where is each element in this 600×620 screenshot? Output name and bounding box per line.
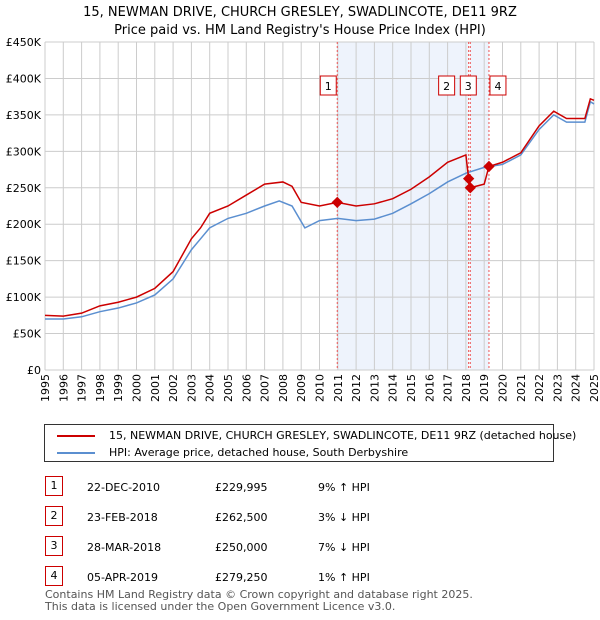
legend-item-hpi: HPI: Average price, detached house, Sout… xyxy=(57,446,408,459)
x-tick-label: 2012 xyxy=(350,374,363,402)
legend-label: 15, NEWMAN DRIVE, CHURCH GRESLEY, SWADLI… xyxy=(109,429,577,442)
x-tick-label: 1995 xyxy=(39,374,52,402)
footer-line: Contains HM Land Registry data © Crown c… xyxy=(45,588,473,601)
chart-subtitle: Price paid vs. HM Land Registry's House … xyxy=(114,23,486,38)
sale-label-box xyxy=(319,75,337,96)
sale-date: 28-MAR-2018 xyxy=(87,541,162,554)
x-tick-label: 2001 xyxy=(149,374,162,402)
sale-price: £250,000 xyxy=(215,541,268,554)
sale-price: £262,500 xyxy=(215,511,268,524)
x-tick-label: 2013 xyxy=(368,374,381,402)
y-tick-label: £450K xyxy=(6,36,42,49)
legend-swatch-red xyxy=(57,434,95,437)
x-tick-label: 2003 xyxy=(185,374,198,402)
x-tick-label: 2025 xyxy=(588,374,600,402)
x-tick-label: 1998 xyxy=(94,374,107,402)
sale-label-box xyxy=(489,75,507,96)
x-tick-label: 2000 xyxy=(131,374,144,402)
y-tick-label: £200K xyxy=(6,218,42,231)
chart-title: 15, NEWMAN DRIVE, CHURCH GRESLEY, SWADLI… xyxy=(83,5,517,20)
legend-swatch-blue xyxy=(57,451,95,454)
x-tick-label: 2008 xyxy=(277,374,290,402)
line-chart: 1995 1996 1997 1998 1999 2000 2001 2002 2003 2004… xyxy=(6,36,600,402)
sale-date: 05-APR-2019 xyxy=(87,571,159,584)
sale-price: £229,995 xyxy=(215,481,268,494)
x-tick-label: 2002 xyxy=(167,374,180,402)
x-tick-label: 1996 xyxy=(57,374,70,402)
x-tick-label: 1997 xyxy=(76,374,89,402)
sale-price: £279,250 xyxy=(215,571,268,584)
y-tick-label: £100K xyxy=(6,291,42,304)
x-tick-label: 2020 xyxy=(497,374,510,402)
y-tick-label: £250K xyxy=(6,182,42,195)
y-tick-label: £300K xyxy=(6,145,42,158)
x-tick-label: 2014 xyxy=(387,374,400,402)
x-tick-label: 2005 xyxy=(222,374,235,402)
sale-hpi: 1% ↑ HPI xyxy=(318,571,370,584)
sale-date: 22-DEC-2010 xyxy=(87,481,161,494)
sale-label: 4 xyxy=(494,80,501,93)
sale-n: 3 xyxy=(45,536,63,556)
sale-label-box xyxy=(459,75,477,96)
x-tick-label: 1999 xyxy=(112,374,125,402)
x-tick-label: 2024 xyxy=(570,374,583,402)
sale-row: 3 28-MAR-2018 £250,000 7% ↓ HPI xyxy=(0,536,600,560)
footer-line: This data is licensed under the Open Gov… xyxy=(45,600,396,613)
sale-n: 4 xyxy=(45,566,63,586)
sale-row: 1 22-DEC-2010 £229,995 9% ↑ HPI xyxy=(0,476,600,500)
x-tick-label: 2009 xyxy=(295,374,308,402)
x-tick-label: 2011 xyxy=(332,374,345,402)
y-tick-label: £350K xyxy=(6,109,42,122)
sale-point xyxy=(483,160,495,173)
sale-label: 2 xyxy=(443,80,450,93)
y-tick-label: £0 xyxy=(27,364,41,377)
sale-date: 23-FEB-2018 xyxy=(87,511,158,524)
x-tick-label: 2016 xyxy=(423,374,436,402)
footer: Contains HM Land Registry data © Crown c… xyxy=(45,589,473,613)
y-tick-label: £150K xyxy=(6,255,42,268)
sale-hpi: 9% ↑ HPI xyxy=(318,481,370,494)
x-tick-label: 2004 xyxy=(204,374,217,402)
sale-label: 3 xyxy=(465,80,472,93)
sale-n: 2 xyxy=(45,506,63,526)
x-tick-label: 2021 xyxy=(515,374,528,402)
legend-item-property: 15, NEWMAN DRIVE, CHURCH GRESLEY, SWADLI… xyxy=(57,429,576,442)
x-tick-label: 2023 xyxy=(551,374,564,402)
sale-label: 1 xyxy=(325,80,332,93)
sale-label-box xyxy=(438,75,456,96)
legend-label: HPI: Average price, detached house, Sout… xyxy=(109,446,409,459)
sale-point xyxy=(331,196,343,209)
series-line xyxy=(45,100,595,320)
x-tick-label: 2006 xyxy=(240,374,253,402)
x-tick-label: 2015 xyxy=(405,374,418,402)
sale-point xyxy=(462,173,475,185)
sale-row: 4 05-APR-2019 £279,250 1% ↑ HPI xyxy=(0,566,600,590)
sale-hpi: 3% ↓ HPI xyxy=(318,511,370,524)
x-tick-label: 2007 xyxy=(259,374,272,402)
x-tick-label: 2018 xyxy=(460,374,473,402)
sale-row: 2 23-FEB-2018 £262,500 3% ↓ HPI xyxy=(0,506,600,530)
sale-n: 1 xyxy=(45,476,63,496)
sale-point xyxy=(464,182,476,194)
x-tick-label: 2022 xyxy=(533,374,546,402)
legend: 15, NEWMAN DRIVE, CHURCH GRESLEY, SWADLI… xyxy=(44,424,576,462)
x-tick-label: 2010 xyxy=(314,374,327,402)
x-tick-label: 2019 xyxy=(478,374,491,402)
series-line xyxy=(44,97,595,317)
sale-hpi: 7% ↓ HPI xyxy=(318,541,370,554)
x-tick-label: 2017 xyxy=(442,374,455,402)
y-tick-label: £400K xyxy=(6,72,42,85)
y-tick-label: £50K xyxy=(13,328,42,341)
